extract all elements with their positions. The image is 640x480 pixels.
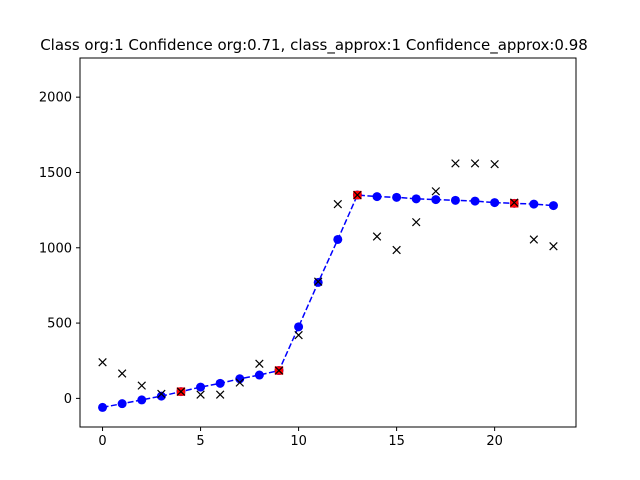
x-tick-label: 5 (196, 434, 204, 449)
approx-point (490, 198, 500, 208)
x-tick-label: 15 (388, 434, 405, 449)
approx-point (470, 196, 480, 206)
original-point (431, 187, 441, 196)
approx-point (254, 370, 264, 380)
plot-frame (79, 57, 577, 428)
approx-point (372, 192, 382, 202)
x-marker-stroke (255, 359, 264, 368)
y-tick-label: 1500 (39, 166, 72, 181)
approx-point (392, 192, 402, 202)
y-tick-label: 500 (47, 317, 72, 332)
approx-point (156, 391, 166, 401)
x-marker-stroke (510, 198, 519, 207)
approx-point (215, 378, 225, 388)
x-marker-stroke (451, 159, 460, 168)
approx-point (196, 382, 206, 392)
x-marker-stroke (274, 366, 284, 375)
x-marker-stroke (529, 235, 539, 244)
x-marker-stroke (117, 369, 127, 378)
original-point (529, 235, 539, 244)
original-point (274, 366, 284, 375)
original-point (333, 199, 343, 209)
chart-title: Class org:1 Confidence org:0.71, class_a… (40, 36, 588, 55)
x-marker-stroke (490, 159, 499, 169)
x-marker-stroke (196, 390, 205, 399)
approx-point (450, 195, 460, 205)
x-marker-stroke (392, 245, 401, 255)
x-tick-label: 20 (486, 434, 503, 449)
original-point (490, 159, 499, 169)
original-point (353, 190, 362, 200)
original-point (451, 159, 460, 168)
x-marker-stroke (333, 199, 343, 209)
x-marker-stroke (372, 232, 382, 241)
original-point (411, 217, 421, 227)
x-tick-label: 10 (290, 434, 307, 449)
original-point (313, 277, 323, 286)
x-marker-stroke (353, 190, 362, 200)
approx-point (98, 402, 108, 412)
original-point (510, 198, 519, 207)
axes: 0 5 10 15 20 0 500 1000 1500 2000 (39, 91, 503, 449)
original-point (117, 369, 127, 378)
original-point (372, 232, 382, 241)
approx-point (548, 201, 558, 211)
x-marker-stroke (235, 378, 245, 387)
x-tick-label: 0 (98, 434, 106, 449)
x-marker-stroke (549, 242, 558, 251)
approx-point (294, 322, 304, 332)
x-marker-stroke (470, 159, 480, 168)
y-tick-label: 1000 (39, 241, 72, 256)
approx-point (411, 194, 421, 204)
original-point (215, 390, 225, 399)
original-point (235, 378, 245, 387)
original-point (470, 159, 480, 168)
x-marker-stroke (313, 277, 323, 286)
y-tick-label: 2000 (39, 91, 72, 106)
approx-line (102, 194, 554, 409)
x-marker-stroke (176, 387, 186, 396)
approx-point (529, 199, 539, 209)
x-marker-stroke (294, 330, 303, 340)
approx-point (117, 399, 127, 409)
approx-point (431, 195, 441, 205)
original-point (392, 245, 401, 255)
approx-point (333, 234, 343, 244)
original-point (98, 358, 107, 367)
original-point (196, 390, 205, 399)
approx-point (137, 395, 147, 405)
x-marker-stroke (411, 217, 421, 227)
original-point (255, 359, 264, 368)
x-marker-stroke (215, 390, 225, 399)
y-tick-label: 0 (64, 392, 72, 407)
x-marker-stroke (98, 358, 107, 367)
x-marker-stroke (431, 187, 441, 196)
plot-area (98, 159, 558, 412)
original-point (549, 242, 558, 251)
original-point (157, 389, 166, 399)
x-marker-stroke (157, 389, 166, 399)
x-marker-stroke (137, 381, 146, 390)
original-point (294, 330, 303, 340)
original-point (137, 381, 146, 390)
original-point (176, 387, 186, 396)
